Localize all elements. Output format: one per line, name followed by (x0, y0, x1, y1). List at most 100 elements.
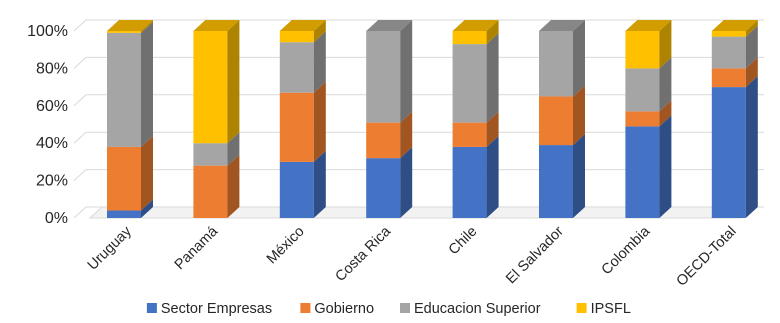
bar-segment-uruguay-sector-empresas (107, 210, 141, 218)
x-tick-label-uruguay: Uruguay (85, 223, 136, 274)
gridline-side (73, 131, 87, 144)
bar-segment-mexico-sector-empresas-side (313, 150, 326, 218)
bar-top-costa-rica (366, 20, 413, 31)
bar-segment-mexico-sector-empresas (279, 161, 314, 218)
bar-segment-colombia-educacion-superior-side (659, 57, 672, 112)
bar-segment-costa-rica-gobierno (366, 122, 401, 159)
bar-top-mexico (279, 20, 326, 31)
bar-top-chile (452, 20, 499, 31)
bar-segment-mexico-gobierno (279, 92, 314, 162)
bar-el-salvador (539, 20, 585, 218)
x-tick-label-el-salvador: El Salvador (503, 223, 567, 287)
bar-segment-el-salvador-educacion-superior (539, 31, 573, 97)
bar-top-panama (193, 20, 240, 31)
bar-segment-panama-ipsfl-side (227, 20, 240, 144)
bar-segment-colombia-ipsfl-side (659, 20, 672, 69)
bar-segment-panama-gobierno-side (227, 154, 240, 218)
legend-swatch (146, 303, 157, 313)
x-tick-label-oecd-total: OECD-Total (674, 224, 740, 290)
bar-segment-panama-ipsfl (193, 31, 228, 144)
y-tick-label: 60% (36, 98, 68, 115)
bar-chile (452, 20, 499, 218)
bar-segment-uruguay-gobierno-side (141, 135, 153, 211)
bar-segment-costa-rica-educacion-superior (366, 31, 401, 123)
y-tick-label: 40% (36, 135, 68, 152)
bar-segment-chile-gobierno (452, 122, 487, 147)
bar-segment-mexico-educacion-superior (279, 42, 314, 93)
bar-segment-colombia-educacion-superior (625, 68, 660, 112)
bar-segment-el-salvador-sector-empresas-side (573, 134, 585, 218)
bar-segment-colombia-gobierno-side (659, 100, 672, 127)
bar-segment-mexico-gobierno-side (313, 81, 326, 162)
bar-colombia (625, 20, 672, 218)
legend-item-sector-empresas: Sector Empresas (146, 301, 272, 317)
bar-segment-costa-rica-sector-empresas (366, 158, 401, 218)
bar-segment-chile-ipsfl (452, 31, 487, 45)
bar-segment-oecd-total-ipsfl (711, 31, 746, 37)
legend-swatch (300, 303, 311, 313)
legend-item-gobierno: Gobierno (300, 301, 374, 317)
bar-segment-costa-rica-sector-empresas-side (400, 147, 413, 218)
legend-label: Educacion Superior (414, 301, 541, 317)
bar-segment-mexico-ipsfl (279, 31, 314, 43)
x-axis-ticks: Uruguay Panamá México Costa Rica Chile El Sal… (85, 223, 740, 290)
y-tick-label: 100% (27, 23, 68, 40)
gridline-side (73, 169, 87, 181)
bar-segment-chile-educacion-superior (452, 44, 487, 123)
y-tick-label: 20% (36, 173, 68, 190)
x-tick-label-costa-rica: Costa Rica (333, 223, 395, 285)
x-tick-label-mexico: México (264, 224, 308, 268)
bars (107, 20, 758, 218)
bar-segment-oecd-total-gobierno-side (745, 57, 758, 88)
bar-segment-colombia-sector-empresas-side (659, 115, 672, 218)
bar-segment-colombia-sector-empresas (625, 126, 660, 218)
legend-item-ipsfl: IPSFL (576, 301, 631, 317)
bar-segment-oecd-total-gobierno (711, 68, 746, 88)
bar-costa-rica (366, 20, 413, 218)
legend: Sector Empresas Gobierno Educacion Superio… (146, 301, 631, 317)
bar-segment-panama-educacion-superior-side (227, 132, 240, 166)
gridline-side (73, 206, 87, 219)
legend-label: IPSFL (591, 301, 631, 317)
bar-segment-uruguay-sector-empresas-side (141, 199, 153, 218)
bar-segment-uruguay-educacion-superior-side (141, 21, 153, 147)
legend-item-educacion-superior: Educacion Superior (400, 301, 541, 317)
bar-segment-chile-sector-empresas-side (486, 135, 499, 218)
bar-segment-costa-rica-educacion-superior-side (400, 20, 413, 123)
legend-swatch (400, 303, 410, 313)
bar-panama (193, 20, 240, 218)
bar-segment-mexico-educacion-superior-side (313, 31, 326, 93)
gridline-side (73, 19, 87, 32)
y-axis-ticks: 0% 20% 40% 60% 80% 100% (27, 23, 68, 227)
bar-segment-mexico-ipsfl-side (313, 20, 326, 43)
y-tick-label: 80% (36, 60, 68, 77)
x-tick-label-panama: Panamá (172, 223, 222, 273)
bar-uruguay (107, 20, 153, 218)
bar-segment-oecd-total-ipsfl-side (745, 20, 758, 37)
x-tick-label-chile: Chile (446, 224, 481, 259)
legend-label: Gobierno (314, 301, 374, 317)
bar-segment-uruguay-gobierno (107, 146, 141, 211)
bar-segment-uruguay-ipsfl-side (141, 20, 153, 33)
bar-top-colombia (625, 20, 672, 31)
bar-segment-chile-educacion-superior-side (486, 33, 499, 123)
bar-segment-costa-rica-gobierno-side (400, 111, 413, 159)
bar-segment-oecd-total-sector-empresas (711, 87, 746, 218)
bar-segment-uruguay-ipsfl (107, 31, 141, 33)
bar-segment-colombia-ipsfl (625, 31, 660, 69)
bar-segment-colombia-gobierno (625, 111, 660, 127)
bar-segment-oecd-total-sector-empresas-side (745, 76, 758, 218)
bar-segment-uruguay-educacion-superior (107, 32, 141, 147)
bar-segment-el-salvador-gobierno (539, 96, 573, 146)
legend-swatch (576, 303, 587, 313)
x-tick-label-colombia: Colombia (599, 223, 654, 278)
gridline-side (73, 57, 87, 69)
bar-top-el-salvador (539, 20, 585, 31)
y-tick-label: 0% (45, 210, 68, 227)
bar-segment-el-salvador-educacion-superior-side (573, 20, 585, 97)
bar-segment-chile-ipsfl-side (486, 20, 499, 45)
bar-top-uruguay (107, 20, 153, 31)
bar-segment-chile-sector-empresas (452, 146, 487, 218)
